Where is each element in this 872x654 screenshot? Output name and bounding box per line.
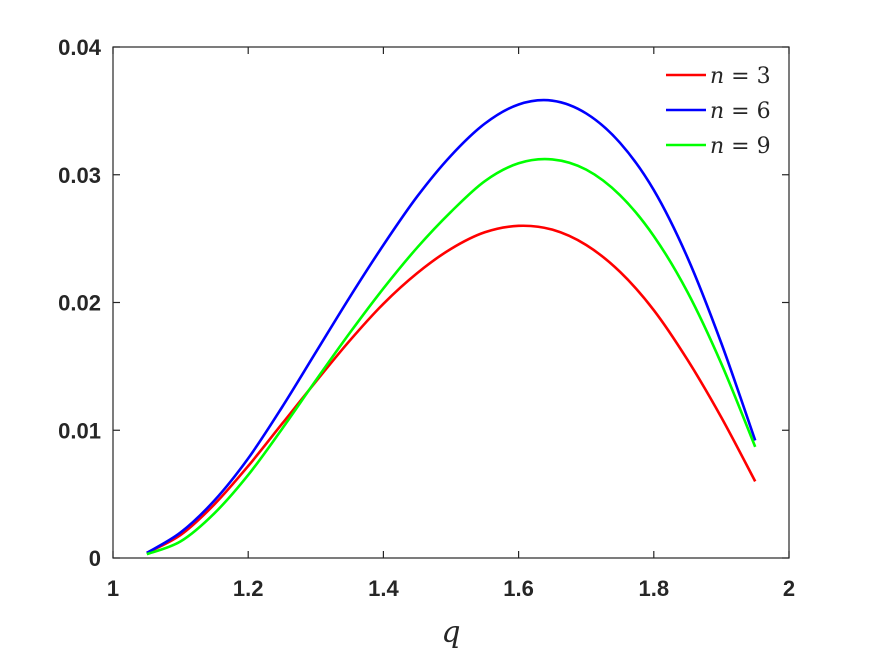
series-line-3 [146, 157, 757, 556]
x-axis-label: q [441, 615, 460, 650]
ticks: 1 1.2 1.4 1.6 1.8 2 0 0.01 0.02 0.03 0.04 [58, 35, 795, 601]
x-tick-label: 1.8 [639, 576, 670, 601]
y-tick-label: 0 [89, 546, 101, 571]
x-tick-label: 1.6 [503, 576, 534, 601]
series-lines [146, 98, 757, 556]
legend-label-1: n = 3 [710, 64, 771, 89]
x-tick-label: 1.4 [368, 576, 399, 601]
y-tick-label: 0.03 [58, 163, 101, 188]
y-tick-label: 0.01 [58, 418, 101, 443]
y-tick-label: 0.04 [58, 35, 102, 60]
x-tick-label: 2 [783, 576, 795, 601]
legend-label-3: n = 9 [710, 134, 771, 159]
x-tick-label: 1 [107, 576, 119, 601]
x-tick-label: 1.2 [233, 576, 264, 601]
series-line-2 [146, 98, 757, 555]
plot-background [113, 47, 789, 558]
series-line-1 [146, 224, 757, 555]
legend-label-2: n = 6 [710, 99, 771, 124]
y-tick-label: 0.02 [58, 291, 101, 316]
plot-area [113, 47, 789, 558]
legend: n = 3 n = 6 n = 9 [666, 64, 771, 159]
